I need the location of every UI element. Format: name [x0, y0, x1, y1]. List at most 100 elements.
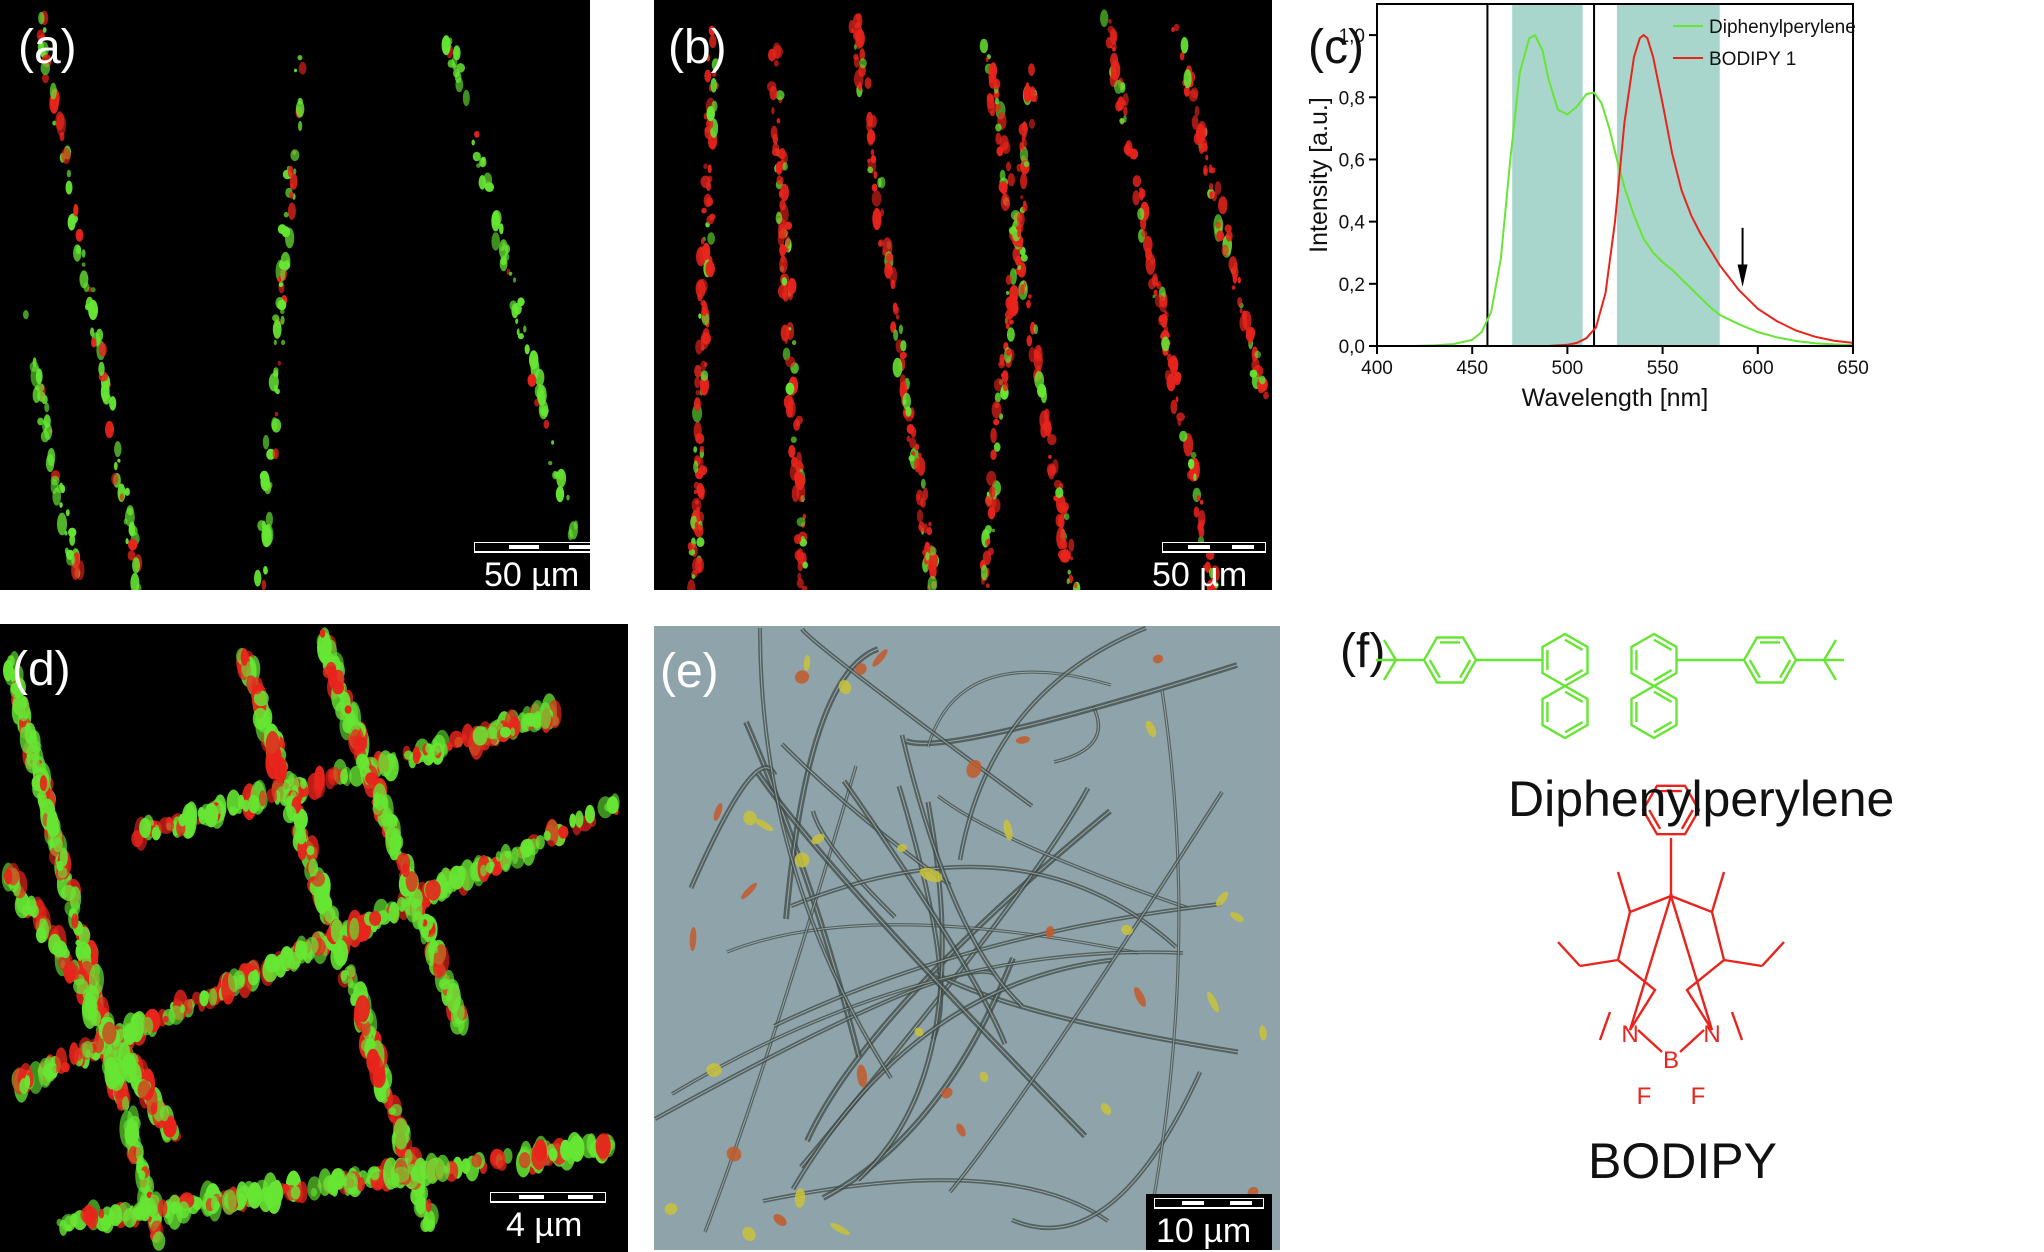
bead-spot [1207, 991, 1219, 1013]
fiber-highlight [792, 959, 1113, 1190]
fluorescent-spot [168, 1005, 184, 1025]
fluorescent-spot [1070, 556, 1074, 561]
fluorescent-spot [700, 370, 709, 381]
fluorescent-spot [1023, 281, 1027, 288]
fluorescent-spot [777, 232, 785, 246]
fluorescent-spot [6, 862, 20, 886]
bead-spot [689, 927, 697, 951]
fluorescent-spot [294, 68, 297, 73]
fluorescent-spot [138, 1170, 146, 1181]
series-line-diphenylperylene [1415, 33, 1854, 347]
fluorescent-spot [910, 426, 917, 438]
fluorescent-spot [687, 542, 694, 551]
fluorescent-spot [859, 58, 867, 69]
fluorescent-spot [1022, 203, 1028, 212]
fluorescent-spot [701, 207, 707, 214]
y-tick-label-0,8: 0,8 [1339, 88, 1365, 109]
x-tick-label-650: 650 [1837, 358, 1869, 379]
fluorescent-spot [979, 38, 989, 54]
fluorescent-spot [278, 275, 281, 283]
bond [1579, 958, 1619, 968]
fluorescent-spot [47, 1060, 57, 1082]
ring [1630, 632, 1678, 688]
fluorescent-spot [1029, 86, 1036, 97]
fluorescent-spot [98, 361, 105, 376]
fluorescent-spot [72, 917, 79, 928]
fluorescent-spot [390, 829, 401, 849]
fluorescent-spot [191, 991, 202, 1005]
fluorescent-spot [772, 143, 779, 153]
fluorescent-spot [275, 297, 285, 309]
fluorescent-spot [989, 498, 997, 509]
fluorescent-spot [899, 374, 906, 389]
bead-spot [1003, 819, 1013, 841]
fluorescent-spot [707, 164, 712, 174]
fluorescent-spot [706, 118, 714, 130]
fluorescent-spot [1006, 161, 1011, 172]
fluorescent-spot [461, 1158, 471, 1174]
fluorescent-spot [280, 309, 285, 315]
fluorescent-spot [1208, 578, 1216, 589]
fluorescent-spot [1028, 63, 1035, 76]
fluorescent-spot [133, 1206, 145, 1220]
fluorescent-spot [275, 388, 280, 395]
fluorescent-spot [1001, 141, 1011, 154]
fluorescent-spot [695, 389, 701, 396]
fluorescent-spot [909, 437, 917, 449]
fluorescent-spot [98, 342, 107, 357]
fluorescent-spot [855, 13, 862, 20]
fluorescent-spot [531, 1143, 547, 1170]
fluorescent-spot [43, 414, 51, 429]
fiber-strand [790, 864, 1178, 949]
fluorescent-spot [1007, 173, 1015, 187]
fluorescent-spot [65, 509, 70, 517]
fluorescent-spot [306, 845, 315, 856]
fluorescent-spot [500, 726, 511, 738]
scale-label-b: 50 µm [1152, 556, 1248, 590]
fluorescent-spot [474, 131, 480, 138]
fluorescent-spot [81, 262, 86, 267]
fluorescent-spot [59, 847, 68, 867]
fluorescent-spot [369, 1054, 384, 1088]
bead-spot [941, 1087, 953, 1099]
fluorescent-spot [1110, 52, 1119, 68]
fiber-highlight [1149, 689, 1180, 1220]
fluorescent-spot [928, 560, 934, 567]
fluorescent-spot [925, 551, 930, 561]
fluorescent-spot [236, 1181, 248, 1208]
bead-spot [754, 818, 774, 832]
fluorescent-spot [73, 978, 89, 995]
fluorescent-spot [1218, 196, 1228, 215]
fluorescent-spot [1006, 290, 1010, 295]
fluorescent-spot [60, 484, 66, 494]
fluorescent-spot [85, 1049, 91, 1059]
fluorescent-spot [1018, 123, 1028, 136]
fluorescent-spot [378, 750, 393, 777]
fluorescent-spot [1019, 146, 1029, 163]
fluorescent-spot [543, 830, 551, 841]
fluorescent-spot [330, 919, 343, 943]
fluorescent-spot [253, 690, 269, 707]
fluorescent-spot [695, 339, 703, 355]
fluorescent-spot [78, 926, 91, 945]
fluorescent-spot [995, 123, 1002, 132]
fluorescent-spot [226, 789, 241, 816]
fluorescent-spot [499, 843, 512, 873]
fluorescent-spot [785, 382, 795, 395]
bead-spot [1134, 987, 1146, 1007]
micrograph-a: (a) 50 µm [0, 0, 590, 590]
fluorescent-spot [283, 211, 289, 218]
fiber-highlight [949, 791, 1223, 1193]
fluorescent-spot [170, 1201, 178, 1215]
fluorescent-spot [327, 766, 342, 786]
fluorescent-spot [272, 370, 279, 377]
x-tick-label-550: 550 [1647, 358, 1679, 379]
fluorescent-spot [916, 509, 924, 523]
fluorescent-spot [356, 1177, 365, 1192]
fluorescent-spot [65, 1224, 73, 1232]
fluorescent-spot [990, 94, 995, 103]
panel-label-e: (e) [660, 645, 719, 698]
fluorescent-spot [539, 702, 552, 729]
scale-bar-e: 10 µm [1146, 1194, 1272, 1250]
bond [1382, 639, 1398, 661]
